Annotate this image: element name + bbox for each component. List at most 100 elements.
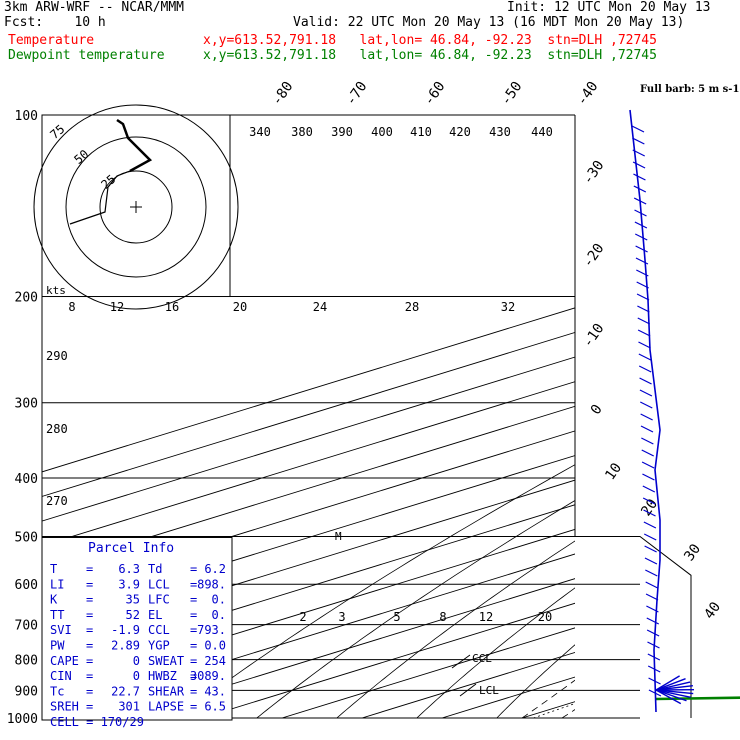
parcel-row-equals-2: = xyxy=(190,577,197,591)
wind-barb xyxy=(647,641,660,649)
isotherm-label: -70 xyxy=(343,79,371,109)
wind-barb xyxy=(637,317,651,325)
wind-barb xyxy=(635,257,649,265)
parcel-row-value: 35 xyxy=(126,593,140,607)
parcel-row-value: 0 xyxy=(133,669,140,683)
wind-barb xyxy=(641,449,654,457)
dry-adiabat-line xyxy=(416,587,575,718)
pressure-tick-label: 800 xyxy=(15,654,38,669)
wind-barb xyxy=(632,149,645,157)
parcel-row-value-2: 0. xyxy=(212,608,226,622)
lcl-label: LCL xyxy=(479,684,499,697)
parcel-row-equals: = xyxy=(86,577,93,591)
wind-barb xyxy=(634,221,648,229)
wind-barb xyxy=(636,269,649,277)
lcl-arrow xyxy=(459,683,477,697)
parcel-row-equals: = xyxy=(86,684,93,698)
parcel-row-label: TT xyxy=(50,608,64,622)
wind-barb xyxy=(642,485,656,493)
wind-barb xyxy=(632,137,645,145)
parcel-row-value-2: 43. xyxy=(204,684,226,698)
parcel-row-equals: = xyxy=(86,700,93,714)
moist-adiabat-line xyxy=(602,297,740,719)
hodograph-ring xyxy=(65,136,207,278)
wind-barb xyxy=(634,209,647,217)
pressure-tick-label: 400 xyxy=(15,472,38,487)
wind-barb xyxy=(632,161,646,169)
dewpoint-legend-label: Dewpoint temperature xyxy=(8,48,165,63)
moist-adiabat-lines xyxy=(521,297,740,719)
wind-barb xyxy=(644,557,658,565)
mixing-ratio-label: 2 xyxy=(299,610,306,624)
theta-label: 340 xyxy=(249,125,271,139)
theta-label: 380 xyxy=(291,125,313,139)
parcel-row-equals-2: = xyxy=(190,639,197,653)
wind-barb xyxy=(648,689,662,697)
mixing-ratio-label: 8 xyxy=(439,610,446,624)
wind-barb xyxy=(646,617,660,625)
dry-adiabat-lines xyxy=(176,115,740,718)
isotherm-label: 20 xyxy=(638,496,661,519)
surface-wind-barb xyxy=(655,678,686,691)
temperature-location: x,y=613.52,791.18 lat,lon= 46.84, -92.23… xyxy=(203,33,657,48)
wind-barb xyxy=(633,185,647,193)
hodograph-speed-tick: 32 xyxy=(501,300,515,314)
pressure-tick-label: 700 xyxy=(15,619,38,634)
parcel-row-value: 3.9 xyxy=(118,577,140,591)
moist-adiabat-line xyxy=(722,297,740,719)
parcel-row-label: PW xyxy=(50,639,65,653)
parcel-row-equals-2: = xyxy=(190,608,197,622)
ccl-arrow xyxy=(451,654,471,669)
parcel-row-value: 22.7 xyxy=(111,684,140,698)
parcel-marker: M xyxy=(335,530,342,543)
wind-barb xyxy=(638,365,652,373)
wind-barb xyxy=(635,245,648,253)
dry-adiabat-line xyxy=(336,540,575,718)
parcel-row-value-2: 793. xyxy=(197,623,226,637)
wind-barb xyxy=(637,305,650,313)
parcel-row-label-2: SHEAR xyxy=(148,684,185,698)
parcel-row-label: SREH xyxy=(50,700,79,714)
wind-barb xyxy=(633,197,647,205)
wind-barb xyxy=(637,329,651,337)
isotherm-line xyxy=(42,528,575,694)
pressure-tick-label: 500 xyxy=(15,530,38,545)
parcel-row-equals-2: = xyxy=(190,562,197,576)
isotherm-line xyxy=(521,701,575,718)
pressure-tick-label: 300 xyxy=(15,397,38,412)
dry-adiabat-line xyxy=(496,644,575,718)
dry-adiabat-line xyxy=(657,115,740,718)
parcel-row-value-2: 6.5 xyxy=(204,700,226,714)
wind-barb xyxy=(646,629,660,637)
parcel-cell-line: CELL = 170/29 xyxy=(50,715,144,729)
wind-barb xyxy=(640,401,653,409)
ccl-label: CCL xyxy=(472,652,492,665)
hodograph-kts-label: kts xyxy=(46,284,66,297)
theta-label: 420 xyxy=(449,125,471,139)
wind-barb xyxy=(642,497,656,505)
parcel-row-label-2: HWBZ xyxy=(148,669,177,683)
hodograph-speed-tick: 8 xyxy=(68,300,75,314)
parcel-row-equals-2: = xyxy=(190,684,197,698)
hodograph-speed-tick: 28 xyxy=(405,300,419,314)
series-line xyxy=(655,696,740,701)
parcel-row-value-2: 254 xyxy=(204,654,226,668)
isotherm-line xyxy=(42,553,575,718)
sounding-series: M CCL LCL xyxy=(335,530,740,701)
parcel-row-equals: = xyxy=(86,623,93,637)
isotherm-line xyxy=(441,676,575,718)
surface-wind-barb xyxy=(655,689,682,705)
parcel-row-equals-2: = xyxy=(190,654,197,668)
isotherm-label: 40 xyxy=(701,599,724,622)
parcel-row-label-2: CCL xyxy=(148,623,170,637)
parcel-row-label: CAPE xyxy=(50,654,79,668)
isotherm-label: -60 xyxy=(421,79,449,109)
theta-label: 430 xyxy=(489,125,511,139)
surface-wind-barb xyxy=(655,689,694,695)
model-title: 3km ARW-WRF -- NCAR/MMM xyxy=(4,0,185,15)
hodograph-speed-tick: 20 xyxy=(233,300,247,314)
parcel-row-value: 6.3 xyxy=(118,562,140,576)
hodograph-trace-lower xyxy=(69,170,131,225)
parcel-row-value-2: 3089. xyxy=(190,669,226,683)
wind-barb xyxy=(639,389,653,397)
